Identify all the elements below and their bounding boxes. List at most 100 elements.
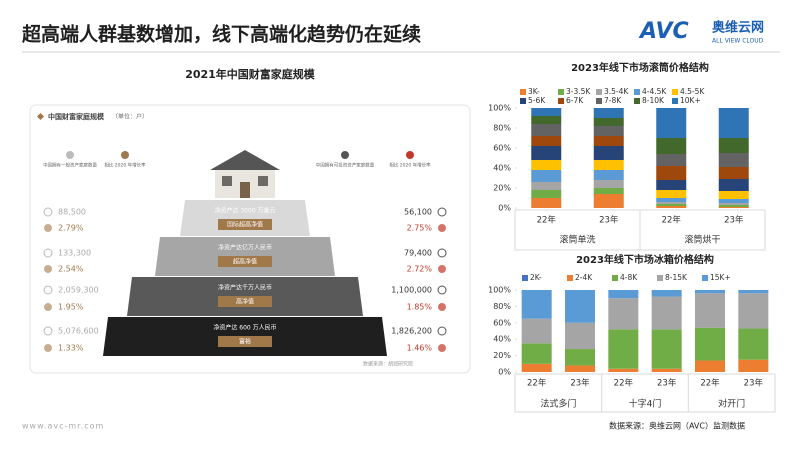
general-growth-icon (44, 303, 52, 311)
bar-segment (656, 108, 687, 138)
x-tick-label: 22年 (527, 378, 547, 389)
legend-label: 相比 2020 年增长率 (389, 162, 431, 169)
bar-segment (651, 290, 682, 297)
bar-segment (593, 180, 624, 188)
chart-title: 2023年线下市场冰箱价格结构 (576, 253, 714, 266)
legend-swatch (596, 98, 602, 104)
logo-mark: AVC (638, 19, 689, 44)
wealth-subtitle: 中国财富家庭规模 (48, 112, 105, 121)
general-count: 88,500 (58, 208, 86, 217)
legend-swatch (558, 89, 564, 95)
bar-segment (656, 138, 687, 154)
slide-title: 超高端人群基数增加，线下高端化趋势仍在延续 (21, 23, 421, 46)
bar-segment (695, 293, 725, 328)
bar-segment (695, 360, 725, 372)
general-count: 2,059,300 (58, 286, 99, 295)
investable-growth-icon (438, 303, 446, 311)
legend-label: 6-7K (566, 96, 584, 105)
bar-segment (565, 290, 595, 323)
bar-segment (531, 136, 562, 146)
legend-swatch (596, 89, 602, 95)
wealth-title: 2021年中国财富家庭规模 (185, 67, 316, 81)
tier-badge (218, 219, 272, 230)
bar-segment (718, 205, 749, 207)
chart-title: 2023年线下市场滚筒价格结构 (571, 61, 709, 74)
bar-segment (718, 207, 749, 208)
tier-badge-text: 高净值 (236, 298, 254, 306)
investable-growth: 1.85% (407, 303, 433, 312)
y-tick-label: 0% (498, 368, 511, 377)
x-tick-label: 22年 (662, 215, 682, 226)
general-growth: 1.33% (58, 344, 84, 353)
bar-segment (531, 124, 562, 136)
legend-label: 3.5-4K (604, 87, 629, 96)
y-tick-label: 100% (488, 286, 511, 295)
legend-swatch (702, 275, 708, 281)
investable-icon (437, 285, 447, 295)
legend-icon (341, 151, 349, 159)
legend-label: 3-3.5K (566, 87, 591, 96)
general-growth-icon (44, 344, 52, 352)
pyramid-tier (180, 200, 310, 236)
bar-segment (521, 363, 552, 372)
investable-count: 79,400 (404, 249, 432, 258)
legend-label: 3K- (528, 87, 540, 96)
bar-segment (608, 298, 639, 330)
general-growth-icon (44, 224, 52, 232)
tier-badge (218, 256, 272, 267)
bar-segment (593, 160, 624, 170)
general-icon (43, 326, 53, 336)
bar-segment (608, 368, 639, 372)
y-tick-label: 20% (493, 184, 511, 193)
bar-segment (531, 146, 562, 160)
x-tick-label: 23年 (724, 215, 744, 226)
x-tick-label: 23年 (570, 378, 590, 389)
legend-swatch (558, 98, 564, 104)
bar-segment (718, 167, 749, 179)
investable-growth-icon (438, 224, 446, 232)
bar-segment (695, 290, 725, 294)
investable-growth-icon (438, 344, 446, 352)
y-tick-label: 80% (493, 302, 511, 311)
legend-label: 中国拥有可投资资产家庭数量 (316, 162, 375, 169)
legend-label: 4-4.5K (642, 87, 667, 96)
investable-count: 1,100,000 (391, 286, 432, 295)
bar-segment (608, 329, 639, 369)
bar-segment (656, 206, 687, 208)
investable-growth: 2.72% (407, 265, 433, 274)
investable-icon (437, 326, 447, 336)
legend-swatch (567, 275, 573, 281)
bar-segment (718, 108, 749, 138)
legend-swatch (672, 98, 678, 104)
legend-swatch (612, 275, 618, 281)
y-tick-label: 100% (488, 104, 511, 113)
category-frame (514, 373, 776, 413)
tier-label: 净资产达亿万人民币 (218, 244, 272, 252)
logo-name: 奥维云网 (712, 20, 764, 36)
bar-segment (656, 202, 687, 204)
legend-icon (121, 151, 129, 159)
legend-label: 4.5-5K (680, 87, 705, 96)
x-tick-label: 23年 (657, 378, 677, 389)
bar-segment (738, 290, 769, 294)
bar-segment (565, 365, 595, 372)
x-tick-label: 23年 (599, 215, 619, 226)
bar-segment (738, 359, 769, 372)
investable-growth: 1.46% (407, 344, 433, 353)
general-growth: 2.79% (58, 224, 84, 233)
group-label: 法式多门 (540, 398, 576, 410)
bar-segment (718, 199, 749, 203)
legend-swatch (520, 89, 526, 95)
legend-label: 10K+ (680, 96, 701, 105)
y-tick-label: 80% (493, 124, 511, 133)
legend-swatch (520, 98, 526, 104)
investable-count: 1,826,200 (391, 327, 432, 336)
bar-segment (738, 293, 769, 329)
legend-label: 2K- (530, 273, 542, 282)
tier-label: 净资产达 600 万人民币 (213, 324, 276, 332)
bar-segment (531, 190, 562, 198)
tier-label: 净资产达千万人民币 (218, 284, 272, 292)
legend-swatch (672, 89, 678, 95)
general-growth: 2.54% (58, 265, 84, 274)
